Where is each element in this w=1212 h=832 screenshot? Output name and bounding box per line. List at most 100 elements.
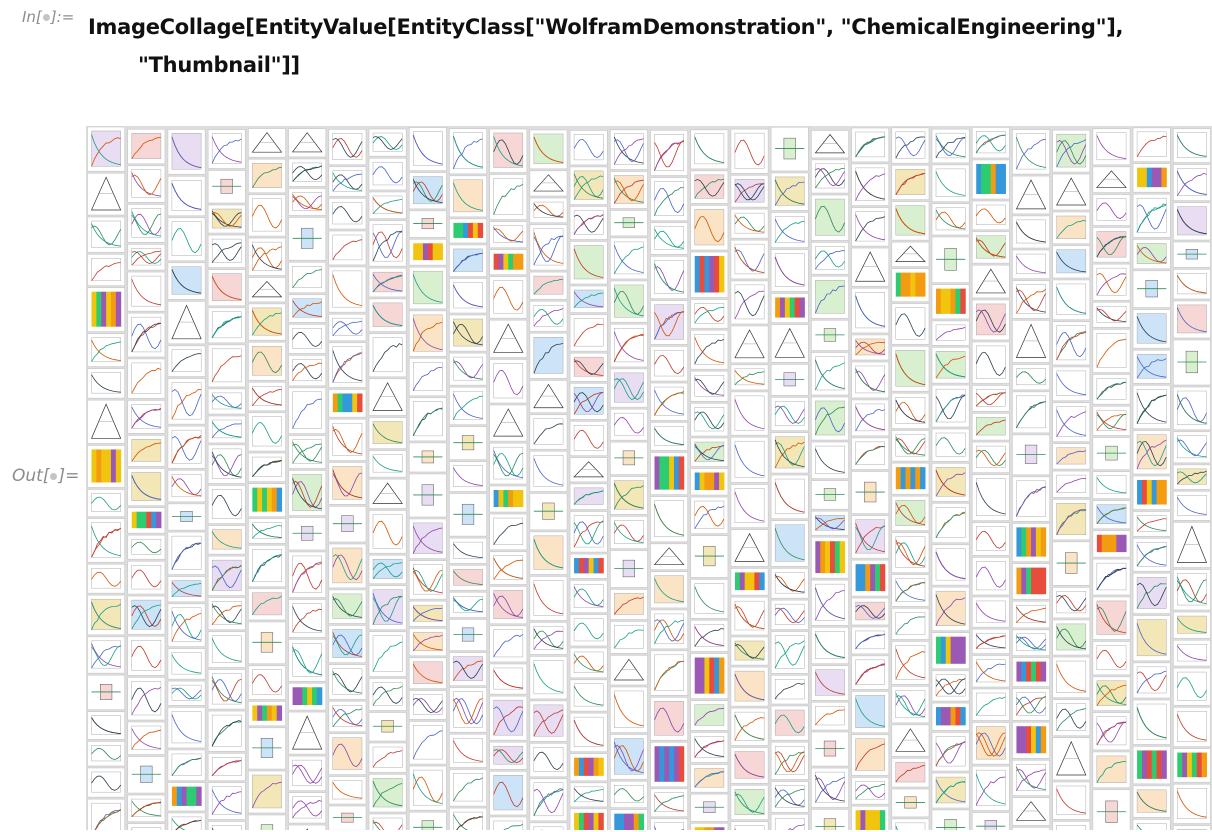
thumbnail (248, 770, 286, 814)
thumbnail (931, 164, 970, 202)
thumbnail (650, 697, 689, 741)
thumbnail (87, 216, 126, 253)
thumbnail (1012, 759, 1050, 796)
thumbnail (690, 402, 729, 437)
thumbnail (690, 700, 729, 731)
thumbnail (207, 234, 246, 268)
thumbnail (650, 818, 689, 830)
thumbnail (1172, 569, 1211, 611)
thumbnail (730, 239, 769, 280)
thumbnail (931, 670, 970, 702)
thumbnail (449, 461, 487, 492)
thumbnail (730, 391, 769, 436)
thumbnail (1052, 619, 1091, 656)
input-label: In[]:= (22, 8, 75, 26)
thumbnail (971, 596, 1010, 628)
thumbnail (368, 191, 407, 219)
thumbnail (1092, 194, 1131, 226)
thumbnail (529, 129, 568, 170)
thumbnail (650, 256, 689, 299)
thumbnail (609, 780, 648, 808)
thumbnail (368, 378, 407, 416)
thumbnail (851, 127, 890, 163)
thumbnail (368, 678, 407, 711)
thumbnail (770, 249, 809, 292)
thumbnail (931, 236, 970, 283)
thumbnail (730, 707, 769, 746)
thumbnail (368, 128, 407, 157)
thumbnail (1092, 263, 1131, 301)
thumbnail (328, 389, 367, 418)
thumbnail (207, 129, 246, 169)
thumbnail (87, 368, 126, 399)
thumbnail (529, 742, 568, 778)
thumbnail (609, 621, 648, 654)
thumbnail (770, 126, 809, 172)
thumbnail (328, 418, 367, 461)
thumbnail (408, 628, 447, 657)
thumbnail (529, 450, 568, 492)
thumbnail (449, 128, 487, 175)
thumbnail (449, 426, 487, 460)
thumbnail (207, 344, 246, 388)
thumbnail (288, 682, 327, 711)
thumbnail (971, 688, 1010, 721)
thumbnail (1172, 464, 1211, 490)
thumbnail (207, 555, 246, 596)
thumbnail (609, 368, 648, 408)
thumbnail (1132, 430, 1171, 475)
thumbnail (408, 442, 447, 473)
thumbnail (328, 589, 367, 624)
thumbnail (207, 710, 246, 752)
thumbnail (288, 294, 327, 323)
thumbnail (449, 218, 487, 244)
thumbnail (730, 529, 769, 567)
thumbnail (167, 503, 206, 531)
thumbnail (891, 462, 930, 495)
thumbnail (569, 614, 608, 647)
thumbnail (650, 496, 689, 543)
thumbnail (529, 531, 568, 575)
thumbnail (609, 210, 648, 237)
thumbnail (167, 262, 206, 300)
thumbnail (529, 822, 568, 830)
input-code[interactable]: ImageCollage[EntityValue[EntityClass["Wo… (88, 8, 1124, 84)
thumbnail (811, 731, 849, 767)
thumbnail (368, 813, 407, 830)
thumbnail (207, 485, 246, 524)
thumbnail (569, 314, 608, 352)
thumbnail (1052, 211, 1091, 245)
thumbnail (288, 599, 327, 638)
thumbnail (609, 655, 648, 686)
thumbnail (328, 198, 367, 230)
thumbnail (489, 485, 528, 513)
thumbnail (127, 244, 166, 271)
thumbnail (569, 553, 608, 579)
thumbnail (87, 563, 126, 594)
thumbnail (87, 594, 126, 636)
thumbnail (931, 632, 970, 670)
thumbnail (127, 677, 166, 721)
thumbnail (891, 241, 930, 267)
thumbnail (690, 129, 729, 170)
thumbnail (368, 742, 407, 773)
thumbnail (87, 798, 126, 830)
thumbnail (891, 724, 930, 757)
thumbnail (328, 166, 367, 197)
thumbnail (569, 782, 608, 808)
thumbnail (811, 626, 849, 665)
thumbnail (569, 285, 608, 313)
thumbnail (449, 652, 487, 686)
image-collage[interactable] (86, 126, 1212, 830)
thumbnail (931, 320, 970, 346)
thumbnail (368, 631, 407, 677)
thumbnail (690, 437, 729, 467)
thumbnail (569, 352, 608, 382)
thumbnail (730, 325, 769, 364)
thumbnail (489, 741, 528, 770)
thumbnail (207, 269, 246, 307)
thumbnail (811, 275, 849, 319)
thumbnail (730, 636, 769, 666)
thumbnail (408, 397, 447, 442)
thumbnail (650, 129, 689, 176)
